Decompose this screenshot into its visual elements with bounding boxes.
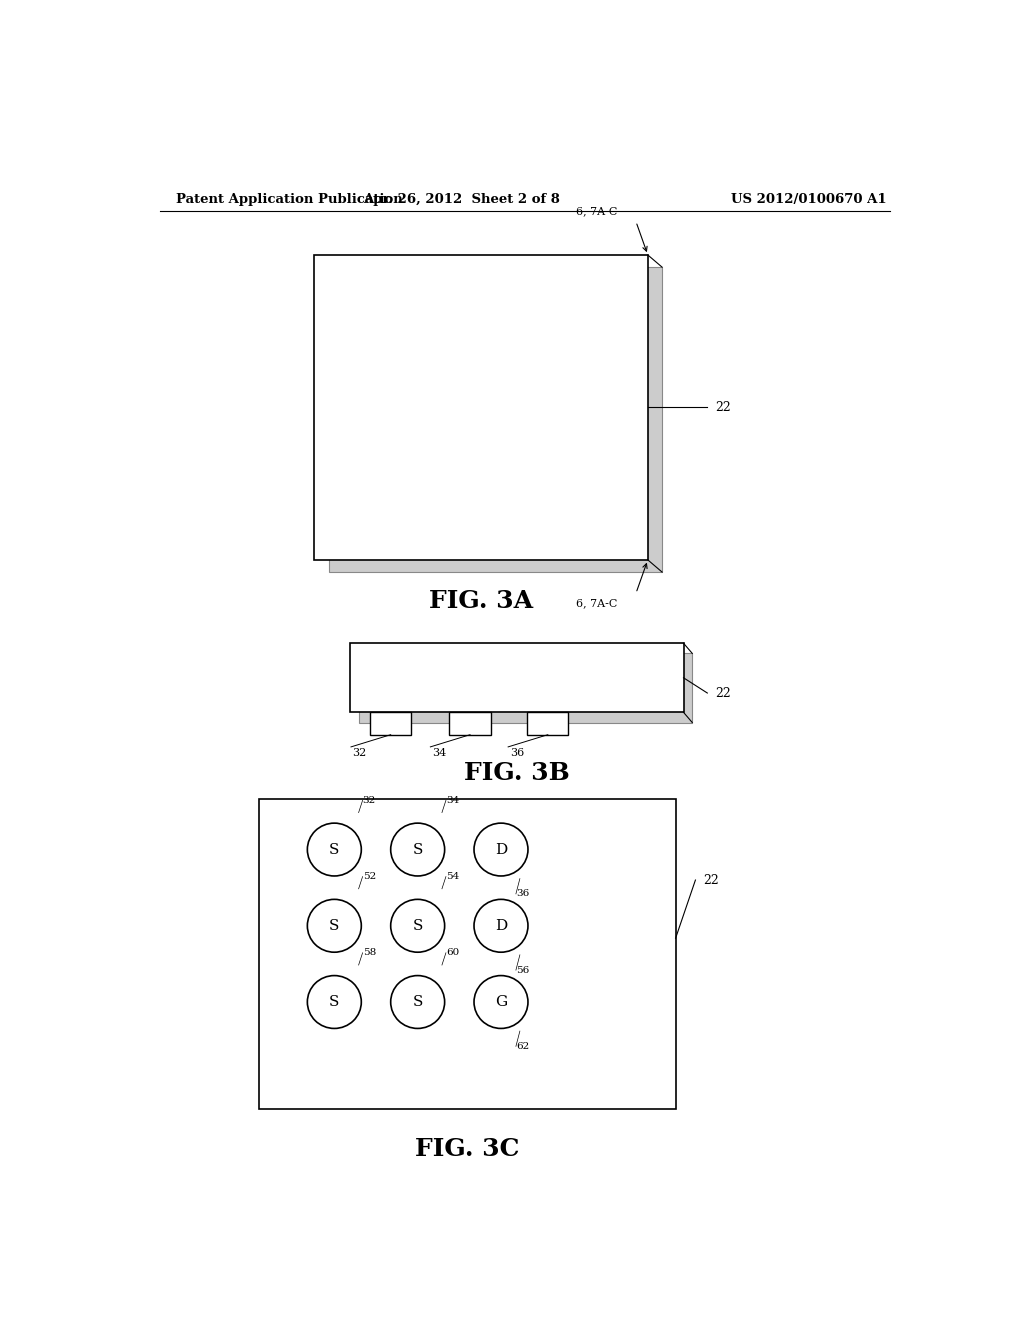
Ellipse shape — [391, 824, 444, 876]
Ellipse shape — [307, 824, 361, 876]
Ellipse shape — [307, 899, 361, 952]
Text: 36: 36 — [516, 890, 529, 899]
Text: 22: 22 — [715, 686, 731, 700]
Text: 60: 60 — [445, 948, 459, 957]
Ellipse shape — [474, 824, 528, 876]
Text: 6, 7A-C: 6, 7A-C — [577, 598, 617, 609]
Text: Patent Application Publication: Patent Application Publication — [176, 193, 402, 206]
Text: 34: 34 — [445, 796, 459, 805]
Bar — [350, 643, 684, 713]
Text: US 2012/0100670 A1: US 2012/0100670 A1 — [731, 193, 887, 206]
Text: 22: 22 — [703, 874, 719, 887]
Ellipse shape — [391, 899, 444, 952]
Bar — [329, 267, 663, 572]
Bar — [259, 799, 676, 1109]
Bar — [314, 255, 648, 560]
Text: S: S — [329, 919, 340, 933]
Text: D: D — [495, 919, 507, 933]
Text: S: S — [413, 842, 423, 857]
Text: S: S — [329, 995, 340, 1008]
Ellipse shape — [391, 975, 444, 1028]
Text: 34: 34 — [432, 748, 446, 758]
Text: 62: 62 — [516, 1041, 529, 1051]
Text: G: G — [495, 995, 507, 1008]
Text: 52: 52 — [362, 873, 376, 880]
Text: 32: 32 — [362, 796, 376, 805]
Ellipse shape — [474, 975, 528, 1028]
Text: FIG. 3A: FIG. 3A — [429, 589, 534, 612]
Text: 54: 54 — [445, 873, 459, 880]
Text: FIG. 3C: FIG. 3C — [415, 1138, 519, 1162]
Text: FIG. 3B: FIG. 3B — [464, 762, 569, 785]
Text: S: S — [413, 995, 423, 1008]
Text: 56: 56 — [516, 966, 529, 974]
Text: 22: 22 — [715, 401, 731, 414]
Text: Apr. 26, 2012  Sheet 2 of 8: Apr. 26, 2012 Sheet 2 of 8 — [362, 193, 560, 206]
Text: S: S — [413, 919, 423, 933]
Text: D: D — [495, 842, 507, 857]
Bar — [527, 713, 568, 735]
Ellipse shape — [474, 899, 528, 952]
Bar — [370, 713, 412, 735]
Text: 36: 36 — [510, 748, 524, 758]
Text: 32: 32 — [352, 748, 367, 758]
Text: S: S — [329, 842, 340, 857]
Ellipse shape — [307, 975, 361, 1028]
Text: 58: 58 — [362, 948, 376, 957]
Bar — [359, 653, 692, 722]
Text: 6, 7A-C: 6, 7A-C — [577, 206, 617, 216]
Bar — [450, 713, 490, 735]
